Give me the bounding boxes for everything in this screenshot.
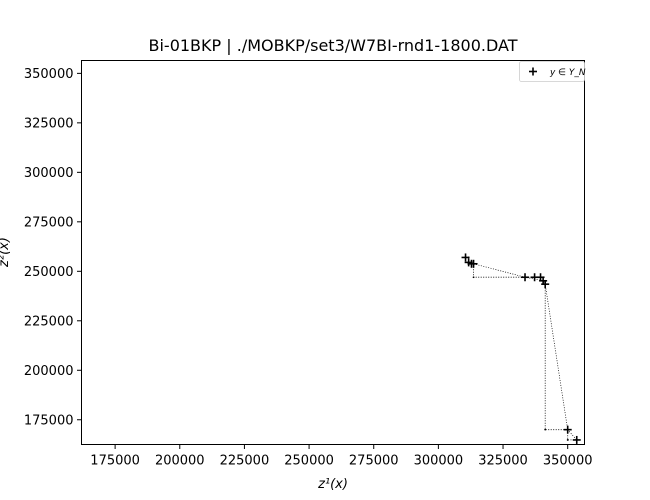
x-tick-label: 175000 — [90, 454, 140, 469]
legend-label: y ∈ Y_N — [549, 68, 586, 78]
chart-title: Bi-01BKP | ./MOBKP/set3/W7BI-rnd1-1800.D… — [149, 36, 518, 55]
staircase-vertex — [566, 439, 569, 441]
y-tick-label: 325000 — [24, 116, 74, 131]
plot-points — [461, 253, 581, 444]
legend: y ∈ Y_N — [519, 61, 586, 82]
x-axis-ticks: 175000 200000 225000 250000 275000 300000 3250… — [90, 444, 593, 469]
connector-line — [473, 263, 577, 441]
x-tick-label: 250000 — [284, 454, 334, 469]
data-point — [541, 280, 550, 289]
plot-area — [81, 60, 585, 445]
x-tick-label: 300000 — [414, 454, 464, 469]
legend-marker — [529, 67, 537, 76]
y-tick-label: 175000 — [24, 413, 74, 428]
data-point — [461, 253, 470, 262]
x-tick-label: 275000 — [349, 454, 399, 469]
x-tick-label: 225000 — [220, 454, 270, 469]
y-tick-label: 225000 — [24, 314, 74, 329]
y-tick-label: 250000 — [24, 265, 74, 280]
x-tick-label: 325000 — [478, 454, 528, 469]
y-axis-label: z²(x) — [0, 237, 12, 268]
y-axis-ticks: 175000 200000 225000 250000 275000 300000 3250… — [24, 67, 82, 428]
y-tick-label: 200000 — [24, 364, 74, 379]
y-tick-label: 275000 — [24, 215, 74, 230]
data-point — [521, 273, 530, 282]
data-point — [469, 259, 478, 268]
x-tick-label: 350000 — [543, 454, 593, 469]
legend-box — [519, 61, 585, 82]
data-point — [563, 425, 572, 434]
data-point — [572, 435, 581, 444]
staircase-vertex — [472, 276, 475, 279]
y-tick-label: 350000 — [24, 67, 74, 82]
staircase-vertex — [544, 428, 547, 431]
x-tick-label: 200000 — [155, 454, 205, 469]
x-axis-label: z¹(x) — [317, 477, 348, 492]
plot-frame — [81, 60, 585, 445]
y-tick-label: 300000 — [24, 166, 74, 181]
